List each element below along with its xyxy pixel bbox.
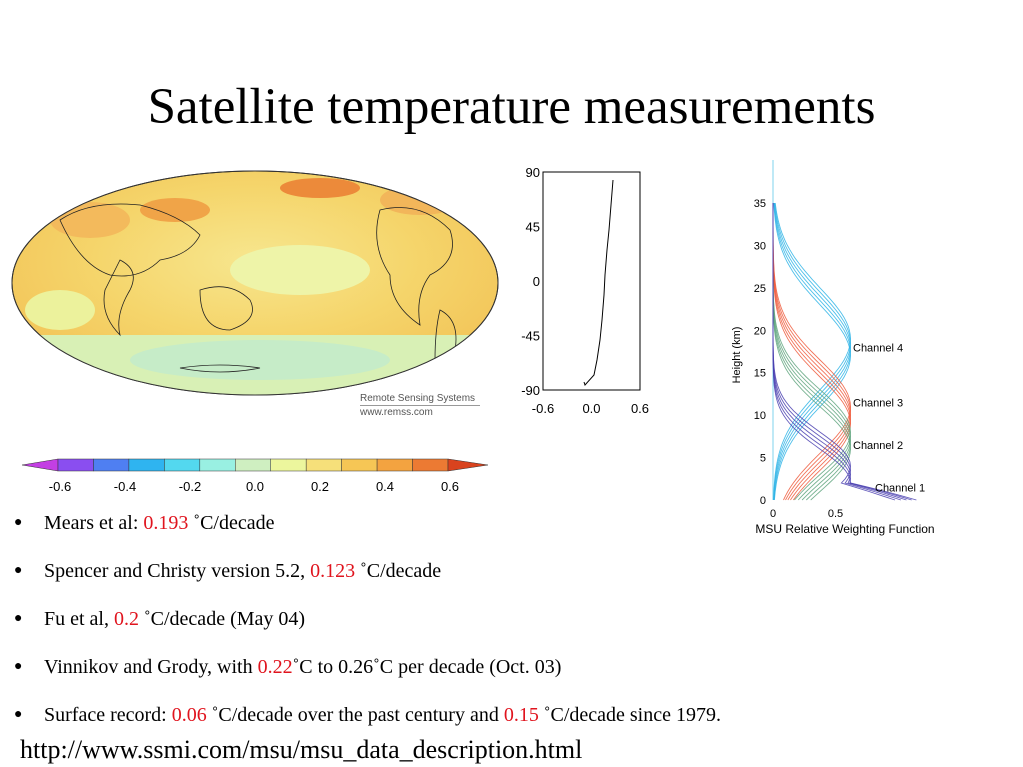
bullet-text: Fu et al, [44,608,114,630]
weights-y-tick: 10 [754,410,766,422]
colorbar-segment [199,458,236,472]
map-coastlines [59,203,457,373]
bullet-value: 0.2 [114,608,139,630]
weights-x-tick: 0.5 [828,508,843,520]
weights-series-4 [772,203,917,501]
bullet-marker: ● [14,659,23,674]
colorbar-tick-label: -0.2 [179,479,201,494]
bullet-text: ˚C/decade [355,560,442,582]
bullet-item: ● Spencer and Christy version 5.2, 0.123 … [0,558,721,606]
bullet-marker: ● [14,515,23,530]
colorbar-high-cap [447,458,489,472]
colorbar-segment [57,458,94,472]
bullet-text: ˚C/decade since 1979. [538,704,721,726]
colorbar-segment [376,458,413,472]
colorbar-tick-label: 0.0 [246,479,264,494]
bullet-item: ● Surface record: 0.06 ˚C/decade over the… [0,702,721,750]
colorbar-segment [305,458,342,472]
profile-x-tick: 0.0 [582,401,600,416]
bullet-value: 0.193 [143,512,189,534]
colorbar-segment [235,458,271,472]
bullet-item: ● Fu et al, 0.2 ˚C/decade (May 04) [0,606,721,654]
colorbar-segment [341,458,378,472]
bullet-value: 0.123 [310,560,356,582]
zonal-profile-chart: 90 45 0 -45 -90 -0.6 0.0 0.6 [521,165,649,416]
profile-x-tick: -0.6 [532,401,554,416]
colorbar-tick-label: -0.6 [49,479,71,494]
profile-x-tick: 0.6 [631,401,649,416]
colorbar-segment [93,458,130,472]
profile-y-tick: -90 [521,383,540,398]
colorbar-low-cap [21,458,59,472]
weights-y-tick: 0 [760,495,766,507]
weights-y-tick: 5 [760,453,766,465]
source-url[interactable]: http://www.ssmi.com/msu/msu_data_descrip… [20,735,583,764]
bullet-item: ● Mears et al: 0.193 ˚C/decade [0,510,721,558]
colorbar-segment [164,458,201,472]
bullet-text: Vinnikov and Grody, with [44,656,258,678]
bullet-text: Spencer and Christy version 5.2, [44,560,311,582]
colorbar-segment [270,458,307,472]
weights-y-tick: 35 [754,198,766,210]
colorbar-tick-label: 0.2 [311,479,329,494]
weights-y-tick: 20 [754,325,766,337]
colorbar-tick-label: 0.4 [376,479,394,494]
bullet-item: ● Vinnikov and Grody, with 0.22˚C to 0.26… [0,654,721,702]
bullet-text: Surface record: [44,704,172,726]
weights-y-tick: 15 [754,368,766,380]
colorbar-tick-label: 0.6 [441,479,459,494]
weights-series-label: Channel 3 [853,397,903,409]
weights-y-tick: 30 [754,240,766,252]
weights-series-label: Channel 2 [853,440,903,452]
profile-y-tick: 90 [526,165,540,180]
weights-series-1 [773,202,851,501]
weights-x-label: MSU Relative Weighting Function [755,522,934,536]
weights-x-tick: 0 [770,508,776,520]
global-trend-map [11,170,499,396]
weights-y-label: Height (km) [731,327,743,384]
bullet-text: Mears et al: [44,512,144,534]
bullet-text: ˚C/decade [188,512,275,534]
msu-weighting-chart: 35 30 25 20 15 10 5 00 0.5 Height (km) MSU Relativ… [731,160,935,536]
bullet-marker: ● [14,611,23,626]
credit-line-1: Remote Sensing Systems [360,392,480,406]
bullet-value: 0.22 [257,656,293,678]
map-credit: Remote Sensing Systems www.remss.com [360,392,480,419]
bullet-marker: ● [14,563,23,578]
weights-y-tick: 25 [754,283,766,295]
bullet-value: 0.15 [503,704,539,726]
profile-y-tick: 0 [533,274,540,289]
bullet-marker: ● [14,707,23,722]
bullet-text: ˚C to 0.26˚C per decade (Oct. 03) [292,656,562,678]
weights-series-label: Channel 1 [875,482,925,494]
profile-y-tick: 45 [526,220,540,235]
bullet-text: ˚C/decade (May 04) [139,608,306,630]
colorbar-segment [412,458,449,472]
colorbar-tick-label: -0.4 [114,479,136,494]
bullet-text: ˚C/decade over the past century and [206,704,504,726]
slide-title: Satellite temperature measurements [147,79,876,135]
weights-series-label: Channel 4 [853,342,903,354]
profile-plot-frame [542,171,641,391]
colorbar-segment [128,458,165,472]
bullet-value: 0.06 [171,704,207,726]
bullet-list: ● Mears et al: 0.193 ˚C/decade ● Spencer an… [0,510,721,750]
credit-line-2: www.remss.com [360,407,433,418]
profile-trend-line [583,179,614,386]
profile-y-tick: -45 [521,329,540,344]
colorbar: -0.6 -0.4 -0.2 0.0 0.2 0.4 0.6 [21,458,489,494]
